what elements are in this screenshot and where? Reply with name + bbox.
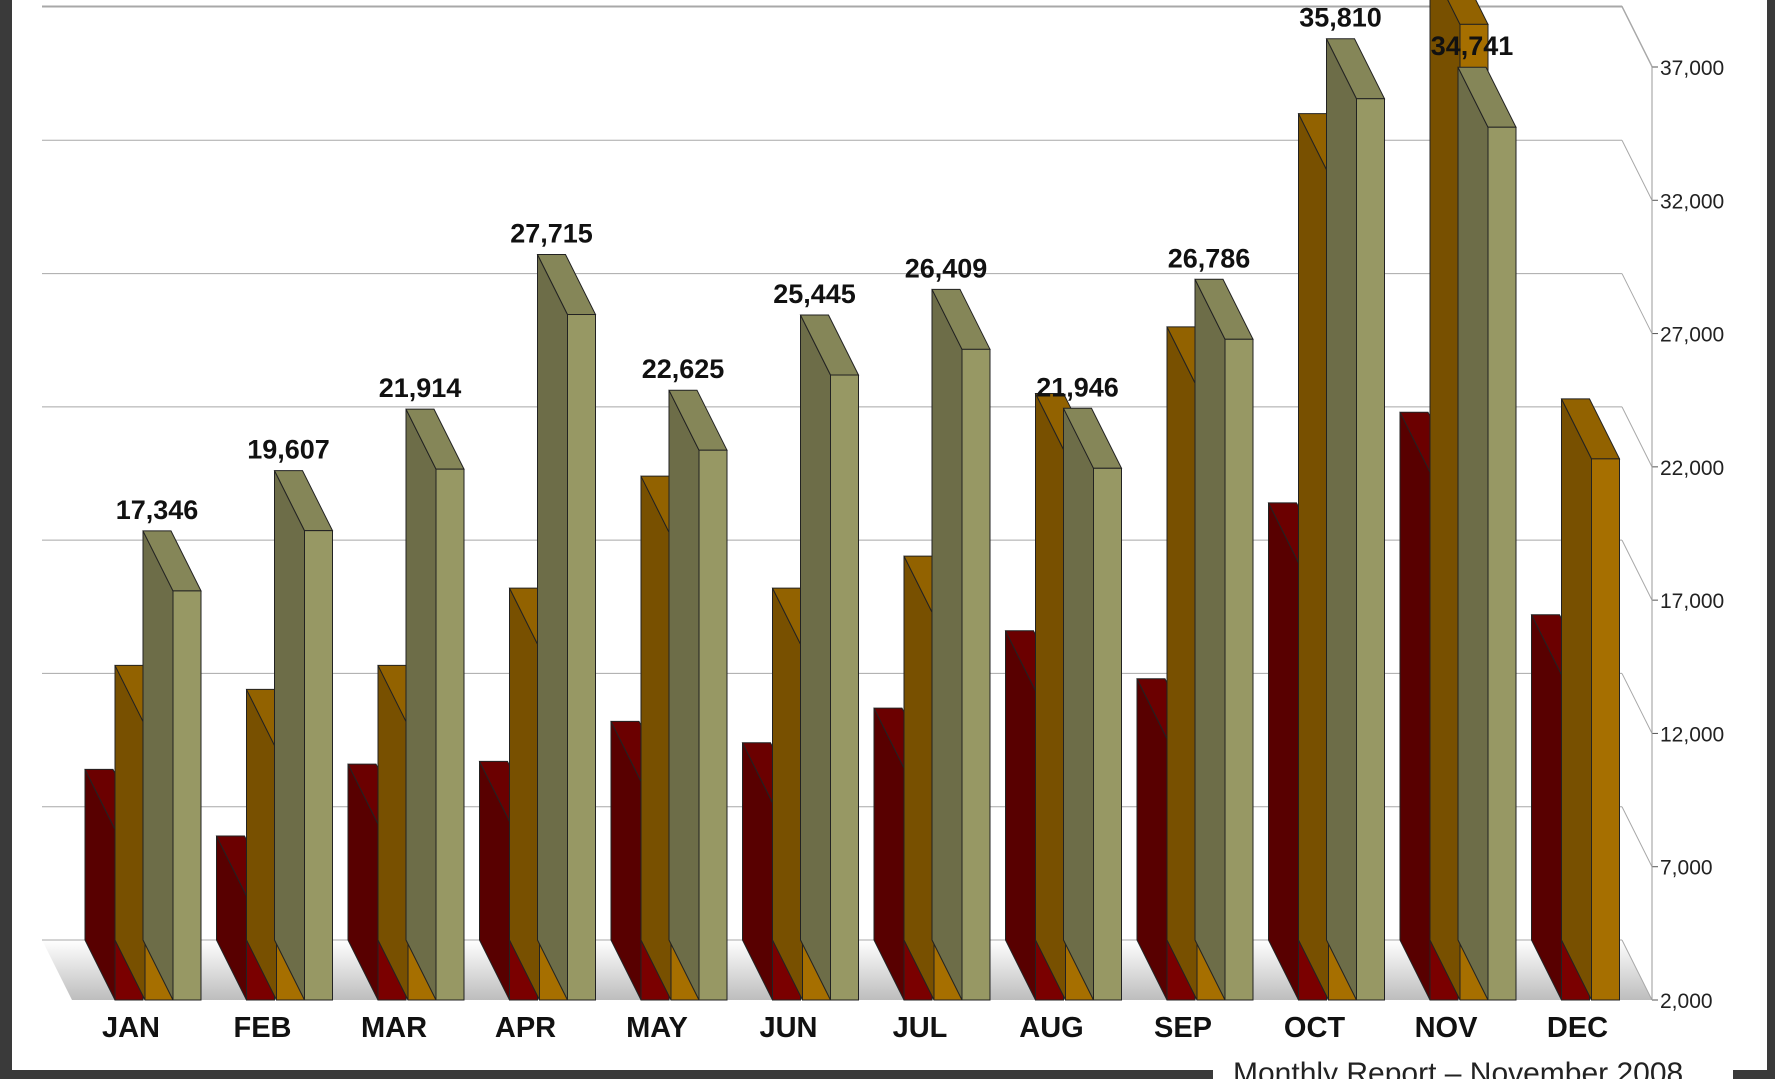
category-label: AUG bbox=[1019, 1012, 1083, 1044]
bar-dec-s1 bbox=[1560, 398, 1621, 1001]
data-label: 35,810 bbox=[1299, 3, 1382, 33]
y-tick-label: 7,000 bbox=[1660, 857, 1713, 880]
bar-side bbox=[1457, 66, 1489, 1001]
bars bbox=[84, 0, 1621, 1001]
bar-front bbox=[830, 374, 859, 1001]
bar-nov-s2 bbox=[1457, 66, 1517, 1001]
category-label: OCT bbox=[1284, 1012, 1346, 1044]
y-tick-label: 37,000 bbox=[1660, 57, 1724, 80]
category-label: APR bbox=[495, 1012, 556, 1044]
category-label: JAN bbox=[102, 1012, 160, 1044]
data-label: 17,346 bbox=[116, 495, 199, 525]
category-label: DEC bbox=[1547, 1012, 1608, 1044]
data-label: 27,715 bbox=[510, 219, 593, 249]
data-label: 25,445 bbox=[773, 279, 856, 309]
data-label: 21,914 bbox=[379, 373, 462, 403]
category-label: MAR bbox=[361, 1012, 427, 1044]
bar-front bbox=[1591, 458, 1620, 1001]
bar-side bbox=[903, 555, 935, 1001]
gridline-side bbox=[1621, 5, 1653, 67]
bar-side bbox=[142, 530, 174, 1001]
bar-side bbox=[1035, 393, 1066, 1001]
category-label: FEB bbox=[234, 1012, 292, 1044]
bar-side bbox=[1268, 502, 1299, 1001]
bar-side bbox=[537, 254, 568, 1001]
bar-side bbox=[274, 470, 305, 1001]
data-label: 22,625 bbox=[642, 354, 725, 384]
bar-side bbox=[1063, 408, 1094, 1001]
data-label: 34,741 bbox=[1431, 31, 1514, 61]
bar-side bbox=[1531, 614, 1562, 1001]
bar-oct-s2 bbox=[1325, 38, 1386, 1001]
bar-front bbox=[567, 314, 596, 1001]
data-label: 19,607 bbox=[247, 435, 330, 465]
bar-side bbox=[1326, 38, 1357, 1001]
bar-front bbox=[304, 530, 333, 1001]
gridline-side bbox=[1621, 806, 1653, 867]
footer-text: Monthly Report – November 2008 bbox=[1233, 1057, 1684, 1079]
category-label: MAY bbox=[626, 1012, 688, 1044]
chart-panel: 2,000 7,000 12,000 17,000 22,000 27,000 32,000… bbox=[12, 0, 1767, 1070]
gridline-side bbox=[1621, 273, 1653, 334]
y-tick-label: 22,000 bbox=[1660, 457, 1724, 480]
gridline-side bbox=[1621, 406, 1653, 468]
bar-side bbox=[772, 587, 803, 1001]
bar-jan-s2 bbox=[142, 530, 202, 1001]
x-axis-categories: JAN FEB MAR APR MAY JUN JUL AUG SEP OCT NOV DEC bbox=[102, 1012, 1608, 1044]
category-label: JUN bbox=[759, 1012, 817, 1044]
gridline-side bbox=[1621, 539, 1653, 601]
gridline-side bbox=[1621, 140, 1653, 201]
bar-side bbox=[1561, 398, 1592, 1001]
bar-side bbox=[1166, 326, 1198, 1001]
y-tick-label: 32,000 bbox=[1660, 190, 1724, 213]
category-label: SEP bbox=[1154, 1012, 1212, 1044]
bar-side bbox=[1399, 411, 1431, 1001]
bar-front bbox=[1487, 126, 1517, 1001]
bar-chart: 2,000 7,000 12,000 17,000 22,000 27,000 32,000… bbox=[42, 0, 1724, 1044]
bar-side bbox=[1298, 113, 1329, 1001]
data-label: 26,409 bbox=[905, 253, 988, 283]
bar-side bbox=[1194, 279, 1226, 1001]
data-label: 21,946 bbox=[1036, 372, 1119, 402]
bar-side bbox=[1429, 0, 1461, 1001]
bar-side bbox=[931, 289, 963, 1001]
y-tick-label: 27,000 bbox=[1660, 324, 1724, 347]
category-label: JUL bbox=[893, 1012, 948, 1044]
bar-front bbox=[1356, 98, 1385, 1001]
bar-side bbox=[405, 408, 437, 1001]
bar-side bbox=[640, 475, 672, 1001]
category-label: NOV bbox=[1415, 1012, 1479, 1044]
y-axis-ticks: 2,000 7,000 12,000 17,000 22,000 27,000 32,000… bbox=[1651, 57, 1724, 1013]
bar-side bbox=[668, 389, 700, 1001]
bar-mar-s2 bbox=[405, 408, 465, 1001]
bar-apr-s2 bbox=[536, 254, 597, 1001]
bar-front bbox=[698, 449, 728, 1001]
bar-front bbox=[1093, 467, 1122, 1001]
bar-jun-s2 bbox=[799, 314, 860, 1001]
bar-front bbox=[435, 468, 465, 1001]
bar-side bbox=[800, 314, 831, 1001]
data-labels: 17,346 19,607 21,914 27,715 22,625 25,445 26,4… bbox=[116, 3, 1514, 525]
gridline-side bbox=[1621, 673, 1653, 734]
bar-sep-s2 bbox=[1194, 278, 1254, 1001]
y-tick-label: 12,000 bbox=[1660, 723, 1724, 746]
y-tick-label: 17,000 bbox=[1660, 590, 1724, 613]
bar-feb-s2 bbox=[273, 470, 334, 1001]
gridline-side bbox=[1621, 939, 1653, 1001]
footer: Monthly Report – November 2008 bbox=[1213, 1055, 1733, 1079]
data-label: 26,786 bbox=[1168, 243, 1251, 273]
bar-side bbox=[1005, 630, 1036, 1001]
bar-aug-s2 bbox=[1062, 407, 1123, 1001]
y-tick-label: 2,000 bbox=[1660, 990, 1713, 1013]
bar-front bbox=[172, 590, 202, 1001]
bar-front bbox=[961, 348, 991, 1001]
bar-front bbox=[1224, 338, 1254, 1001]
bar-jul-s2 bbox=[931, 288, 991, 1001]
bar-side bbox=[509, 587, 540, 1001]
bar-may-s2 bbox=[668, 389, 728, 1001]
